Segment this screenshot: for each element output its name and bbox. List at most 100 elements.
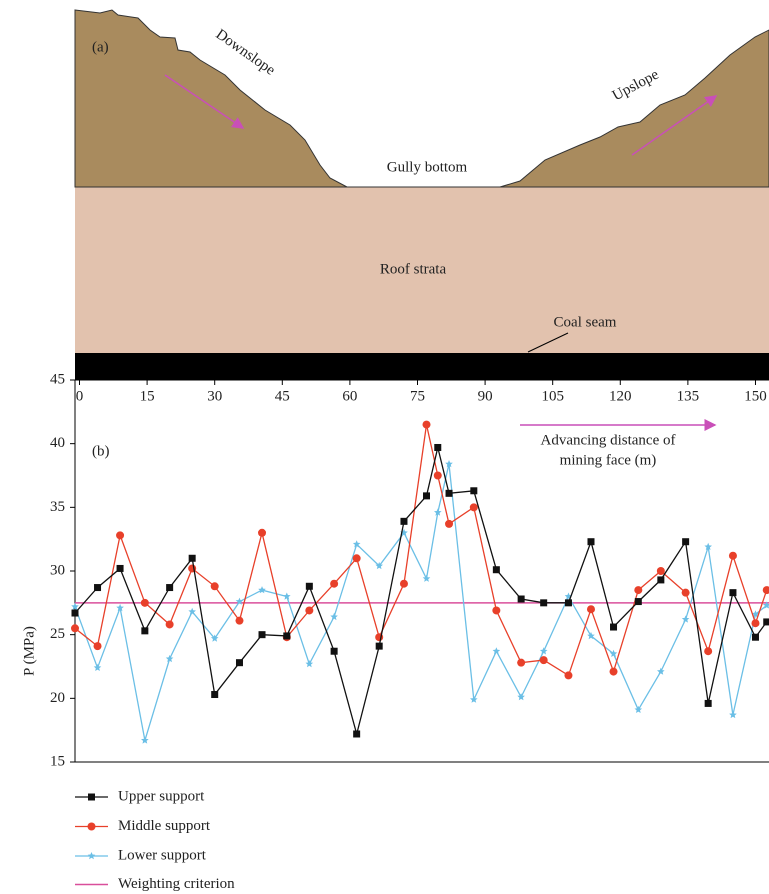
- marker: [330, 613, 338, 620]
- marker: [470, 696, 478, 703]
- panel-label: (b): [92, 443, 110, 459]
- y-tick-label: 45: [50, 371, 65, 387]
- marker: [88, 823, 96, 831]
- marker: [353, 554, 361, 562]
- marker: [258, 586, 266, 593]
- marker: [166, 584, 173, 591]
- marker: [470, 503, 478, 511]
- marker: [71, 624, 79, 632]
- marker: [540, 656, 548, 664]
- legend-label: Upper support: [118, 788, 205, 804]
- x-tick-label: 150: [744, 388, 767, 404]
- marker: [236, 659, 243, 666]
- marker: [587, 538, 594, 545]
- marker: [729, 711, 737, 718]
- marker: [518, 596, 525, 603]
- marker: [446, 490, 453, 497]
- x-tick-label: 90: [478, 388, 493, 404]
- x-tick-label: 60: [342, 388, 357, 404]
- panel-a: (a) Downslope Upslope Gully bottom Roof …: [75, 10, 769, 380]
- marker: [283, 632, 290, 639]
- marker: [610, 668, 618, 676]
- marker: [331, 648, 338, 655]
- x-tick-label: 15: [140, 388, 155, 404]
- marker: [306, 583, 313, 590]
- marker: [657, 567, 665, 575]
- marker: [492, 606, 500, 614]
- marker: [704, 647, 712, 655]
- marker: [763, 618, 769, 625]
- marker: [116, 531, 124, 539]
- marker: [211, 691, 218, 698]
- marker: [610, 624, 617, 631]
- x-tick-label: 120: [609, 388, 632, 404]
- marker: [259, 631, 266, 638]
- marker: [72, 610, 79, 617]
- legend-label: Weighting criterion: [118, 876, 235, 892]
- marker: [305, 606, 313, 614]
- marker: [117, 565, 124, 572]
- marker: [306, 660, 314, 667]
- y-tick-label: 25: [50, 626, 65, 642]
- marker: [445, 520, 453, 528]
- marker: [235, 617, 243, 625]
- upslope-label: Upslope: [610, 67, 662, 105]
- marker: [141, 736, 149, 743]
- marker: [751, 619, 759, 627]
- marker: [423, 575, 431, 582]
- marker: [657, 576, 664, 583]
- annotation: mining face (m): [560, 452, 657, 468]
- marker: [763, 586, 769, 594]
- marker: [94, 584, 101, 591]
- marker: [258, 529, 266, 537]
- marker: [88, 852, 96, 859]
- x-tick-label: 30: [207, 388, 222, 404]
- series-line: [75, 448, 767, 735]
- marker: [517, 659, 525, 667]
- x-tick-label: 75: [410, 388, 425, 404]
- marker: [353, 730, 360, 737]
- y-axis-label: P (MPa): [21, 626, 37, 676]
- coal-seam: [75, 353, 769, 380]
- coal-label: Coal seam: [554, 314, 617, 330]
- marker: [493, 566, 500, 573]
- marker: [517, 693, 525, 700]
- marker: [423, 421, 431, 429]
- marker: [400, 518, 407, 525]
- x-tick-label: 105: [541, 388, 564, 404]
- marker: [540, 599, 547, 606]
- y-tick-label: 40: [50, 435, 65, 451]
- marker: [236, 598, 244, 605]
- marker: [493, 647, 501, 654]
- y-tick-label: 15: [50, 753, 65, 769]
- x-tick-label: 0: [76, 388, 84, 404]
- marker: [434, 444, 441, 451]
- marker: [564, 671, 572, 679]
- legend-label: Lower support: [118, 847, 207, 863]
- marker: [94, 664, 102, 671]
- marker: [94, 642, 102, 650]
- marker: [376, 643, 383, 650]
- x-tick-label: 135: [677, 388, 700, 404]
- figure: (a) Downslope Upslope Gully bottom Roof …: [0, 0, 769, 894]
- marker: [470, 487, 477, 494]
- marker: [88, 794, 95, 801]
- marker: [635, 706, 643, 713]
- y-tick-label: 30: [50, 562, 65, 578]
- marker: [729, 552, 737, 560]
- marker: [434, 472, 442, 480]
- marker: [283, 593, 291, 600]
- marker: [565, 599, 572, 606]
- marker: [752, 634, 759, 641]
- left-slope: [75, 10, 347, 187]
- series-line: [75, 425, 767, 676]
- marker: [141, 627, 148, 634]
- marker: [211, 582, 219, 590]
- downslope-label: Downslope: [213, 26, 278, 78]
- right-slope: [500, 30, 769, 187]
- marker: [189, 555, 196, 562]
- marker: [423, 492, 430, 499]
- marker: [682, 589, 690, 597]
- y-tick-label: 35: [50, 499, 65, 515]
- roof-label: Roof strata: [380, 261, 447, 277]
